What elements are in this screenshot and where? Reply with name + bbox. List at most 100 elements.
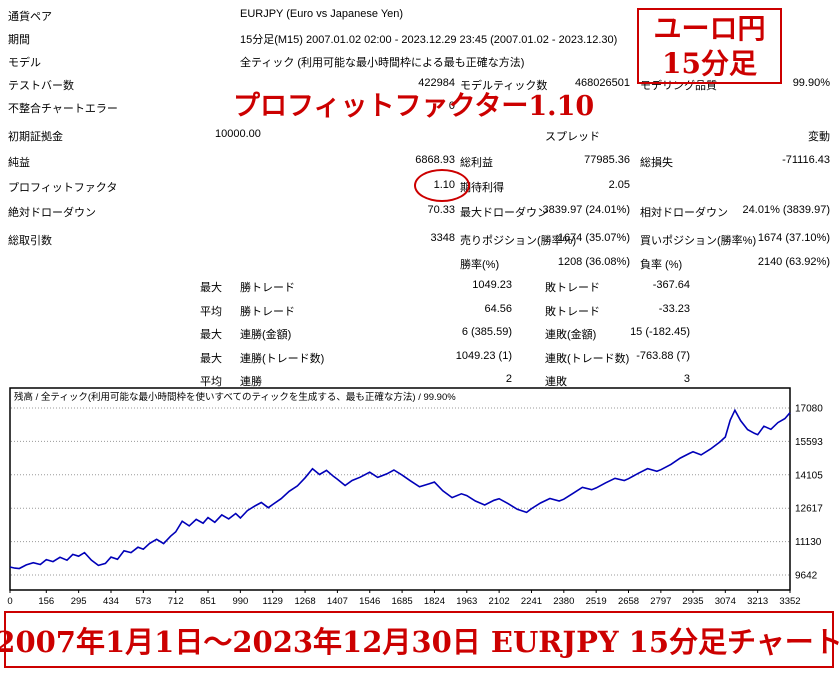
model-label: モデル bbox=[8, 57, 41, 69]
ticks-label: モデルティック数 bbox=[460, 80, 548, 92]
profit-factor-annotation: プロフィットファクター1.10 bbox=[233, 91, 595, 122]
average-win-label: 勝トレード bbox=[240, 306, 295, 318]
max-consec-money-win-label: 連勝(金額) bbox=[240, 329, 292, 341]
avg-consec-loss-value: 3 bbox=[683, 373, 690, 385]
svg-text:15593: 15593 bbox=[795, 437, 823, 448]
mismatch-label: 不整合チャートエラー bbox=[8, 103, 118, 115]
svg-text:3213: 3213 bbox=[747, 596, 768, 607]
bottom-caption-box: 2007年1月1日～2023年12月30日 EURJPY 15分足チャート bbox=[0, 611, 840, 668]
bottom-caption-text: 2007年1月1日～2023年12月30日 EURJPY 15分足チャート bbox=[0, 624, 840, 659]
max-consec-money-win-value: 6 (385.59) bbox=[461, 326, 512, 338]
symbol-annotation-box: ユーロ円 15分足 bbox=[637, 8, 782, 84]
svg-text:156: 156 bbox=[38, 596, 54, 607]
max-consec-money-loss-value: 15 (-182.45) bbox=[630, 326, 690, 338]
deposit-value: 10000.00 bbox=[215, 128, 261, 140]
max-consec-count-win-label: 連勝(トレード数) bbox=[240, 353, 325, 365]
stat-row-symbol: 通貨ペア EURJPY (Euro vs Japanese Yen) bbox=[0, 8, 840, 26]
svg-text:1407: 1407 bbox=[327, 596, 348, 607]
svg-text:17080: 17080 bbox=[795, 404, 823, 415]
largest-win-label: 勝トレード bbox=[240, 282, 295, 294]
ticks-value: 468026501 bbox=[574, 77, 630, 89]
avg-consec-win-label: 連勝 bbox=[240, 376, 262, 388]
stat-row-model: モデル 全ティック (利用可能な最小時間枠による最も正確な方法) bbox=[0, 54, 840, 72]
stat-row-largest: 最大 勝トレード 1049.23 敗トレード -367.64 bbox=[0, 279, 840, 297]
symbol-annotation-line1: ユーロ円 bbox=[653, 12, 766, 45]
svg-text:3074: 3074 bbox=[715, 596, 736, 607]
svg-text:2241: 2241 bbox=[521, 596, 542, 607]
absolute-dd-value: 70.33 bbox=[427, 204, 455, 216]
max-consec-count-loss-value: -763.88 (7) bbox=[636, 350, 690, 362]
svg-text:11130: 11130 bbox=[795, 537, 822, 548]
svg-text:1824: 1824 bbox=[424, 596, 445, 607]
stat-row-max-consec-money: 最大 連勝(金額) 6 (385.59) 連敗(金額) 15 (-182.45) bbox=[0, 326, 840, 344]
maximal-dd-value: 3839.97 (24.01%) bbox=[542, 204, 630, 216]
svg-text:434: 434 bbox=[103, 596, 119, 607]
svg-text:9642: 9642 bbox=[795, 571, 818, 582]
spread-value: 変動 bbox=[808, 131, 830, 143]
svg-text:990: 990 bbox=[232, 596, 248, 607]
average-loss-value: -33.23 bbox=[658, 303, 690, 315]
stat-row-avg-consec: 平均 連勝 2 連敗 3 bbox=[0, 373, 840, 391]
symbol-annotation-line2: 15分足 bbox=[662, 47, 757, 80]
largest-win-value: 1049.23 bbox=[472, 279, 512, 291]
profit-factor-label: プロフィットファクタ bbox=[8, 182, 118, 194]
gross-loss-value: -71116.43 bbox=[782, 154, 830, 166]
long-positions-value: 1674 (37.10%) bbox=[757, 232, 830, 244]
svg-text:2519: 2519 bbox=[586, 596, 607, 607]
total-trades-label: 総取引数 bbox=[8, 235, 52, 247]
largest-loss-value: -367.64 bbox=[652, 279, 690, 291]
stat-row-period: 期間 15分足(M15) 2007.01.02 02:00 - 2023.12.… bbox=[0, 31, 840, 49]
stat-row-trades: 総取引数 3348 売りポジション(勝率%) 1674 (35.07%) 買いポ… bbox=[0, 232, 840, 250]
stat-row-profit: 純益 6868.93 総利益 77985.36 総損失 -71116.43 bbox=[0, 154, 840, 172]
svg-text:712: 712 bbox=[168, 596, 184, 607]
relative-dd-label: 相対ドローダウン bbox=[640, 207, 728, 219]
svg-text:1546: 1546 bbox=[359, 596, 380, 607]
max-consec-count-win-value: 1049.23 (1) bbox=[455, 350, 512, 362]
stat-row-max-consec-count: 最大 連勝(トレード数) 1049.23 (1) 連敗(トレード数) -763.… bbox=[0, 350, 840, 368]
symbol-label: 通貨ペア bbox=[8, 11, 52, 23]
period-label: 期間 bbox=[8, 34, 30, 46]
short-positions-label: 売りポジション(勝率%) bbox=[460, 235, 577, 247]
average-loss-label: 敗トレード bbox=[545, 306, 600, 318]
avg-consec-loss-label: 連敗 bbox=[545, 376, 567, 388]
gross-loss-label: 総損失 bbox=[640, 157, 673, 169]
svg-text:2658: 2658 bbox=[618, 596, 639, 607]
average-label: 平均 bbox=[200, 306, 222, 318]
svg-text:1963: 1963 bbox=[456, 596, 477, 607]
maximal-dd-label: 最大ドローダウン bbox=[460, 207, 548, 219]
avg-consec-label: 平均 bbox=[200, 376, 222, 388]
svg-text:295: 295 bbox=[71, 596, 87, 607]
quality-value: 99.90% bbox=[792, 77, 830, 89]
svg-text:1685: 1685 bbox=[392, 596, 413, 607]
net-profit-value: 6868.93 bbox=[415, 154, 455, 166]
svg-text:3352: 3352 bbox=[779, 596, 800, 607]
max-consec-count-loss-label: 連敗(トレード数) bbox=[545, 353, 630, 365]
expected-payoff-value: 2.05 bbox=[608, 179, 630, 191]
largest-loss-label: 敗トレード bbox=[545, 282, 600, 294]
svg-text:2935: 2935 bbox=[682, 596, 703, 607]
stat-row-mismatch: 不整合チャートエラー 0 bbox=[0, 100, 840, 118]
expected-payoff-label: 期待利得 bbox=[460, 182, 504, 194]
period-value: 15分足(M15) 2007.01.02 02:00 - 2023.12.29 … bbox=[240, 34, 618, 46]
max-consec-count-label: 最大 bbox=[200, 353, 222, 365]
stat-row-winrate: 勝率(%) 1208 (36.08%) 負率 (%) 2140 (63.92%) bbox=[0, 256, 840, 274]
max-consec-money-loss-label: 連敗(金額) bbox=[545, 329, 597, 341]
svg-text:2102: 2102 bbox=[489, 596, 510, 607]
largest-label: 最大 bbox=[200, 282, 222, 294]
relative-dd-value: 24.01% (3839.97) bbox=[742, 204, 830, 216]
spread-label: スプレッド bbox=[545, 131, 600, 143]
model-value: 全ティック (利用可能な最小時間枠による最も正確な方法) bbox=[240, 57, 525, 69]
svg-text:1268: 1268 bbox=[294, 596, 315, 607]
total-trades-value: 3348 bbox=[430, 232, 455, 244]
svg-text:14105: 14105 bbox=[795, 470, 823, 481]
gross-profit-label: 総利益 bbox=[460, 157, 493, 169]
loss-trades-value: 2140 (63.92%) bbox=[757, 256, 830, 268]
max-consec-money-label: 最大 bbox=[200, 329, 222, 341]
avg-consec-win-value: 2 bbox=[505, 373, 512, 385]
net-profit-label: 純益 bbox=[8, 157, 30, 169]
svg-text:1129: 1129 bbox=[262, 596, 282, 607]
svg-text:0: 0 bbox=[7, 596, 12, 607]
svg-text:573: 573 bbox=[135, 596, 151, 607]
balance-chart: 17080 15593 14105 12617 11130 9642 0 156 295 434 5… bbox=[7, 387, 823, 607]
